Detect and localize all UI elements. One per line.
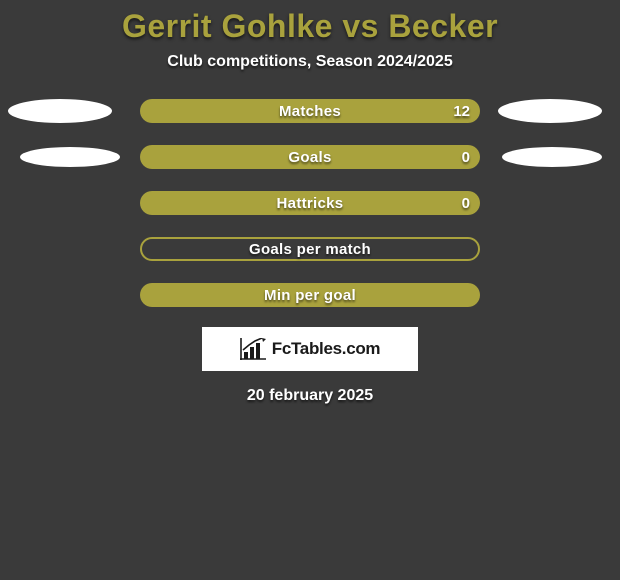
stat-row: Hattricks 0 bbox=[0, 191, 620, 215]
stat-label: Matches bbox=[279, 103, 341, 120]
stat-label: Goals bbox=[288, 149, 331, 166]
page-subtitle: Club competitions, Season 2024/2025 bbox=[167, 53, 452, 71]
logo-text: FcTables.com bbox=[272, 339, 381, 359]
stat-label: Min per goal bbox=[264, 287, 356, 304]
stat-row: Matches 12 bbox=[0, 99, 620, 123]
stat-bar: Hattricks 0 bbox=[140, 191, 480, 215]
left-ellipse bbox=[8, 99, 112, 123]
stat-value: 0 bbox=[462, 149, 470, 166]
stat-label: Hattricks bbox=[277, 195, 344, 212]
stat-bar: Goals 0 bbox=[140, 145, 480, 169]
bar-chart-icon bbox=[240, 338, 266, 360]
stat-rows: Matches 12 Goals 0 Hattricks 0 Goals per match… bbox=[0, 99, 620, 307]
stat-row: Goals per match bbox=[0, 237, 620, 261]
page-title: Gerrit Gohlke vs Becker bbox=[122, 8, 498, 45]
date-text: 20 february 2025 bbox=[247, 387, 373, 405]
stat-bar: Matches 12 bbox=[140, 99, 480, 123]
stat-bar: Goals per match bbox=[140, 237, 480, 261]
right-ellipse bbox=[498, 99, 602, 123]
stat-row: Min per goal bbox=[0, 283, 620, 307]
stat-label: Goals per match bbox=[249, 241, 371, 258]
footer-logo: FcTables.com bbox=[202, 327, 418, 371]
infographic-container: Gerrit Gohlke vs Becker Club competition… bbox=[0, 0, 620, 405]
left-ellipse bbox=[20, 147, 120, 167]
stat-row: Goals 0 bbox=[0, 145, 620, 169]
stat-bar: Min per goal bbox=[140, 283, 480, 307]
right-ellipse bbox=[502, 147, 602, 167]
stat-value: 0 bbox=[462, 195, 470, 212]
stat-value: 12 bbox=[453, 103, 470, 120]
